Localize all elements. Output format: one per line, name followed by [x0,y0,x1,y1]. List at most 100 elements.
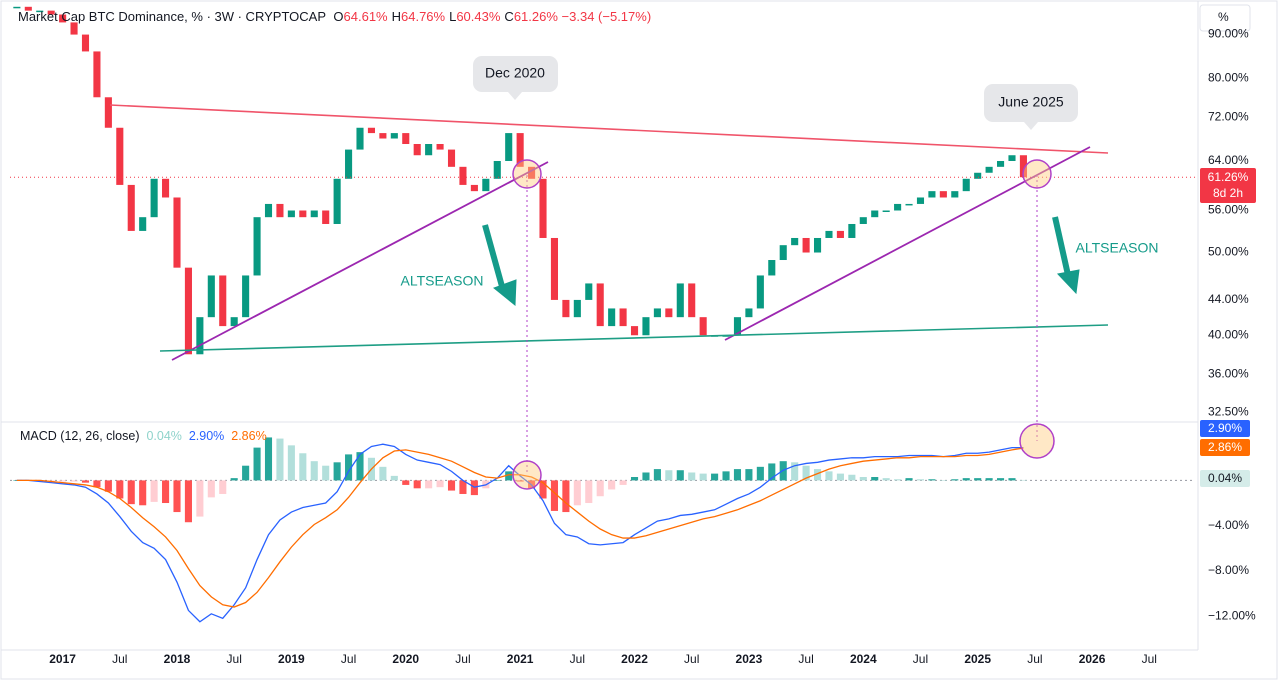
histogram-bar [70,480,78,482]
candle [333,178,341,224]
x-tick-label: 2025 [964,652,991,666]
highlight [1022,159,1052,189]
candle [791,237,799,246]
histogram-bar [516,480,524,482]
histogram-bar [287,445,295,481]
y-tick-label: 32.50% [1208,404,1249,418]
macd-title: MACD (12, 26, close) [20,429,140,443]
candle [825,230,833,238]
candle [447,149,456,167]
histogram-bar [459,480,467,494]
histogram-bar [699,473,707,481]
candle [802,237,810,253]
y-tick-label: 50.00% [1208,245,1249,259]
candle [230,317,238,327]
candle [619,308,627,327]
histogram-bar [871,477,879,481]
x-tick-label: 2023 [736,652,763,666]
macd-line [16,443,1024,623]
candle [493,160,501,179]
candle [436,144,444,150]
histogram-bar [939,480,947,481]
candle [459,166,467,185]
candle [962,178,970,192]
macd-value: 2.90% [188,429,225,443]
histogram-bar [951,479,959,481]
candle [173,197,181,268]
histogram-bar [1008,478,1016,481]
annotation: ALTSEASON [401,273,484,289]
countdown: 8d 2h [1213,186,1243,200]
candle [916,197,925,204]
header: Market Cap BTC Dominance, % · 3W · CRYPT… [18,9,651,24]
histogram-bar [733,469,742,481]
candle [390,133,398,139]
ohlc-value: 61.26% [513,9,558,24]
histogram-bar [653,469,661,481]
marks [10,6,1195,623]
histogram-bar [802,465,810,481]
unit-button[interactable] [1199,4,1251,32]
ohlc-value: 64.61% [343,9,388,24]
histogram-bar [425,480,433,489]
histogram-bar [768,463,776,481]
title: Market Cap BTC Dominance, % · 3W · CRYPT… [18,9,326,24]
histogram-bar [894,479,902,481]
x-tick-label: 2017 [49,652,76,666]
histogram-bar [356,452,364,481]
ohlc-value: 64.76% [401,9,446,24]
candle [882,210,890,212]
ohlc-key: C [504,9,514,24]
candle [482,178,490,192]
histogram-bar [825,471,833,481]
y-tick-label: 80.00% [1208,70,1249,84]
histogram-bar [390,475,398,481]
histogram-bar [596,480,604,497]
candle [745,308,753,318]
histogram-bar [207,480,215,498]
y-tick-label: 36.00% [1208,366,1249,380]
histogram-bar [299,453,307,481]
histogram-bar [81,480,90,483]
histogram-bar [162,480,170,504]
candle [974,172,982,179]
candle [425,144,433,156]
candle [653,308,661,318]
candle [585,283,593,300]
histogram-bar [345,454,353,481]
callout-text: Dec 2020 [485,65,545,81]
candle [47,10,55,15]
histogram-bar [150,480,158,502]
histogram-bar [505,471,513,481]
candle [13,6,21,9]
candle [81,34,90,52]
candle [550,237,559,300]
candle [642,317,650,336]
x-tick-label: 2022 [621,652,648,666]
candle [756,275,764,309]
y-tick-label: −12.00% [1208,608,1256,622]
histogram-bar [676,470,684,481]
resistance-line [109,104,1109,154]
change: −3.34 (−5.17%) [561,9,652,24]
histogram-bar [539,480,547,499]
candle [505,133,513,161]
macd-legend: MACD (12, 26, close) 0.04% 2.90% 2.86% [20,429,267,443]
y-tick-label: 44.00% [1208,292,1249,306]
histogram-bar [905,478,913,481]
highlight [512,159,542,189]
candle [630,326,639,336]
candle [985,166,993,173]
candle [539,178,547,238]
candle [848,223,856,238]
candle [836,230,844,238]
y-tick-label: −8.00% [1208,563,1249,577]
candle [162,178,170,198]
x-tick-label: Jul [112,652,127,666]
hist-value: 0.04% [146,429,182,443]
hist-badge [1200,470,1250,487]
ohlc: O64.61% H64.76% L60.43% C61.26% [329,9,558,24]
histogram-bar [173,480,181,513]
histogram-bar [997,478,1005,481]
